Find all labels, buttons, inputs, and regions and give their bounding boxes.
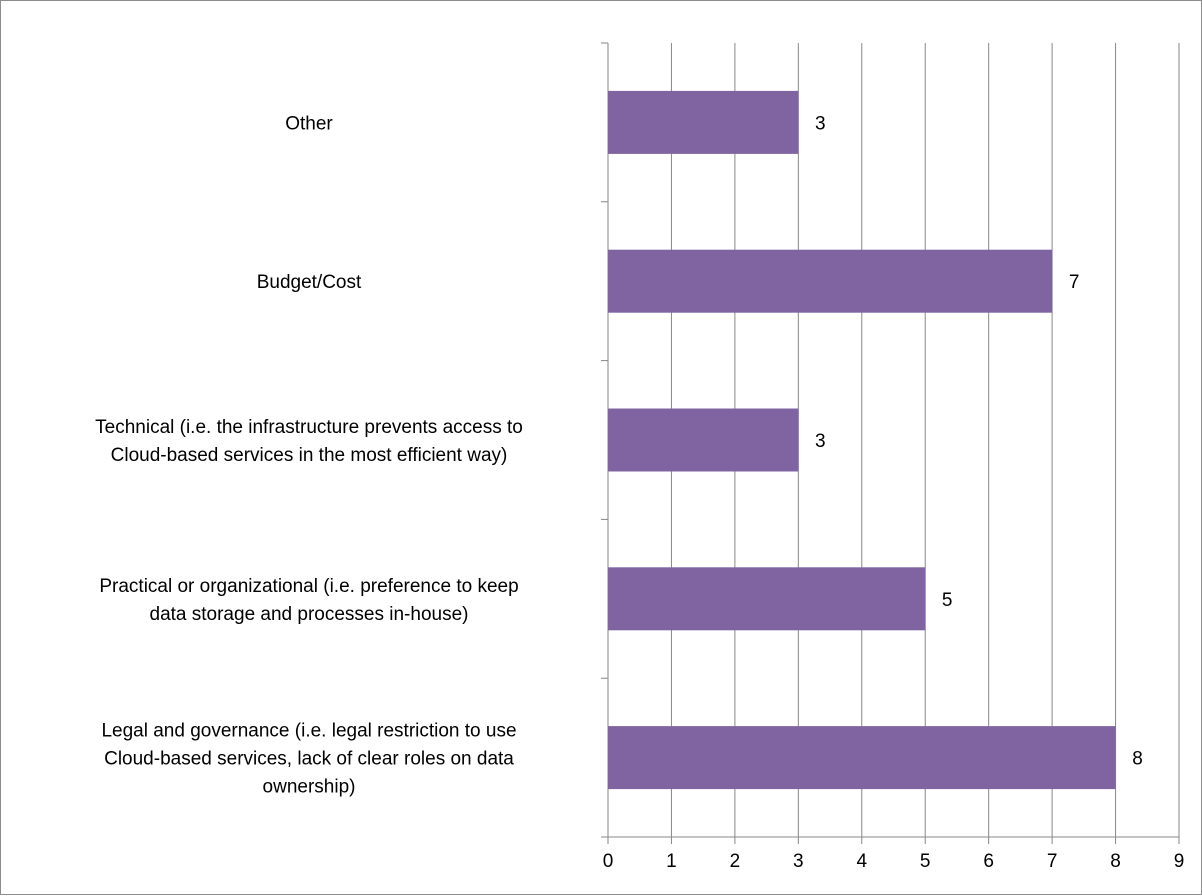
x-tick-label: 4 <box>856 851 867 872</box>
category-label: Budget/Cost <box>257 272 362 293</box>
x-tick-label: 7 <box>1047 851 1058 872</box>
category-label: Other <box>285 113 333 134</box>
x-tick-label: 8 <box>1110 851 1121 872</box>
x-tick-label: 2 <box>730 851 741 872</box>
category-label: Legal and governance (i.e. legal restric… <box>101 721 516 798</box>
bar <box>608 249 1053 313</box>
bar <box>608 726 1116 790</box>
bar <box>608 90 799 154</box>
data-label: 3 <box>815 431 826 452</box>
bar <box>608 408 799 472</box>
x-tick-label: 0 <box>603 851 614 872</box>
x-tick-label: 9 <box>1174 851 1185 872</box>
data-label: 3 <box>815 113 826 134</box>
data-label: 8 <box>1132 749 1143 770</box>
x-tick-label: 1 <box>666 851 677 872</box>
x-tick-label: 5 <box>920 851 931 872</box>
category-label: Technical (i.e. the infrastructure preve… <box>95 417 523 466</box>
category-label: Practical or organizational (i.e. prefer… <box>99 576 518 625</box>
bar <box>608 567 926 631</box>
x-tick-label: 6 <box>983 851 994 872</box>
data-label: 5 <box>942 590 953 611</box>
data-label: 7 <box>1069 272 1080 293</box>
x-tick-label: 3 <box>793 851 804 872</box>
